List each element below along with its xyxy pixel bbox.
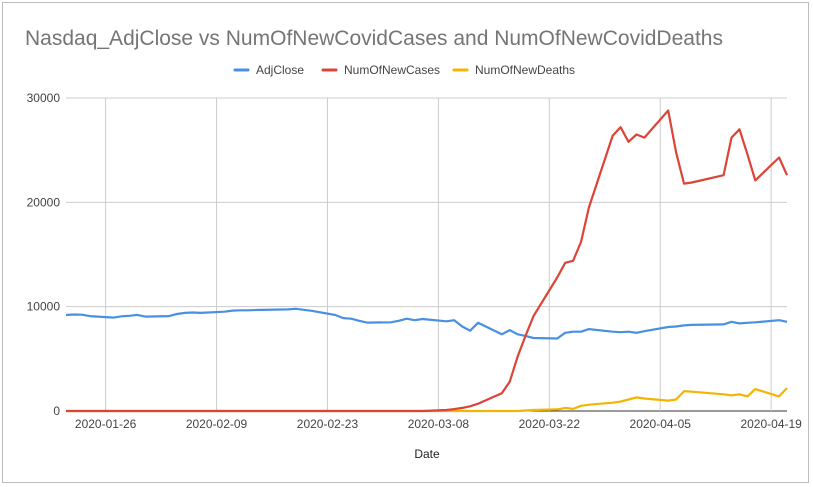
legend: AdjClose NumOfNewCases NumOfNewDeaths <box>233 63 575 77</box>
legend-label: NumOfNewDeaths <box>475 63 575 77</box>
x-tick-label: 2020-04-05 <box>630 417 692 431</box>
series-lines <box>65 109 789 413</box>
gridlines <box>66 97 787 412</box>
y-axis-ticks: 0 10000 20000 30000 <box>27 91 61 418</box>
y-tick-label: 20000 <box>27 195 61 209</box>
y-tick-label: 30000 <box>27 91 61 105</box>
x-tick-label: 2020-02-09 <box>186 417 248 431</box>
series-line-NumOfNewDeaths <box>66 387 788 413</box>
x-axis-title: Date <box>414 447 440 461</box>
x-tick-label: 2020-03-08 <box>408 417 470 431</box>
x-axis-ticks: 2020-01-26 2020-02-09 2020-02-23 2020-03-08… <box>75 417 802 431</box>
chart-title: Nasdaq_AdjClose vs NumOfNewCovidCases an… <box>25 27 723 50</box>
x-tick-label: 2020-04-19 <box>740 417 802 431</box>
y-tick-label: 0 <box>53 404 60 418</box>
series-line-AdjClose <box>65 307 788 340</box>
y-tick-label: 10000 <box>27 300 61 314</box>
legend-label: AdjClose <box>256 63 304 77</box>
legend-label: NumOfNewCases <box>344 63 440 77</box>
x-tick-label: 2020-02-23 <box>297 417 359 431</box>
x-tick-label: 2020-03-22 <box>519 417 581 431</box>
x-tick-label: 2020-01-26 <box>75 417 137 431</box>
series-line-NumOfNewCases <box>66 109 789 413</box>
